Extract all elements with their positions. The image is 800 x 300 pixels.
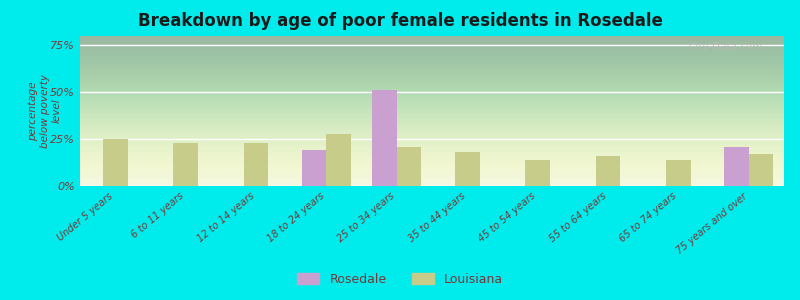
- Bar: [397, 147, 422, 186]
- Y-axis label: percentage
below poverty
level: percentage below poverty level: [28, 74, 62, 148]
- Bar: [174, 143, 198, 186]
- Bar: [749, 154, 774, 186]
- Bar: [326, 134, 351, 186]
- Text: City-Data.com: City-Data.com: [689, 42, 763, 52]
- Bar: [103, 139, 127, 186]
- Bar: [526, 160, 550, 186]
- Bar: [666, 160, 690, 186]
- Legend: Rosedale, Louisiana: Rosedale, Louisiana: [292, 268, 508, 291]
- Bar: [302, 150, 326, 186]
- Bar: [596, 156, 620, 186]
- Bar: [244, 143, 268, 186]
- Text: Breakdown by age of poor female residents in Rosedale: Breakdown by age of poor female resident…: [138, 12, 662, 30]
- Bar: [372, 90, 397, 186]
- Bar: [724, 147, 749, 186]
- Bar: [455, 152, 479, 186]
